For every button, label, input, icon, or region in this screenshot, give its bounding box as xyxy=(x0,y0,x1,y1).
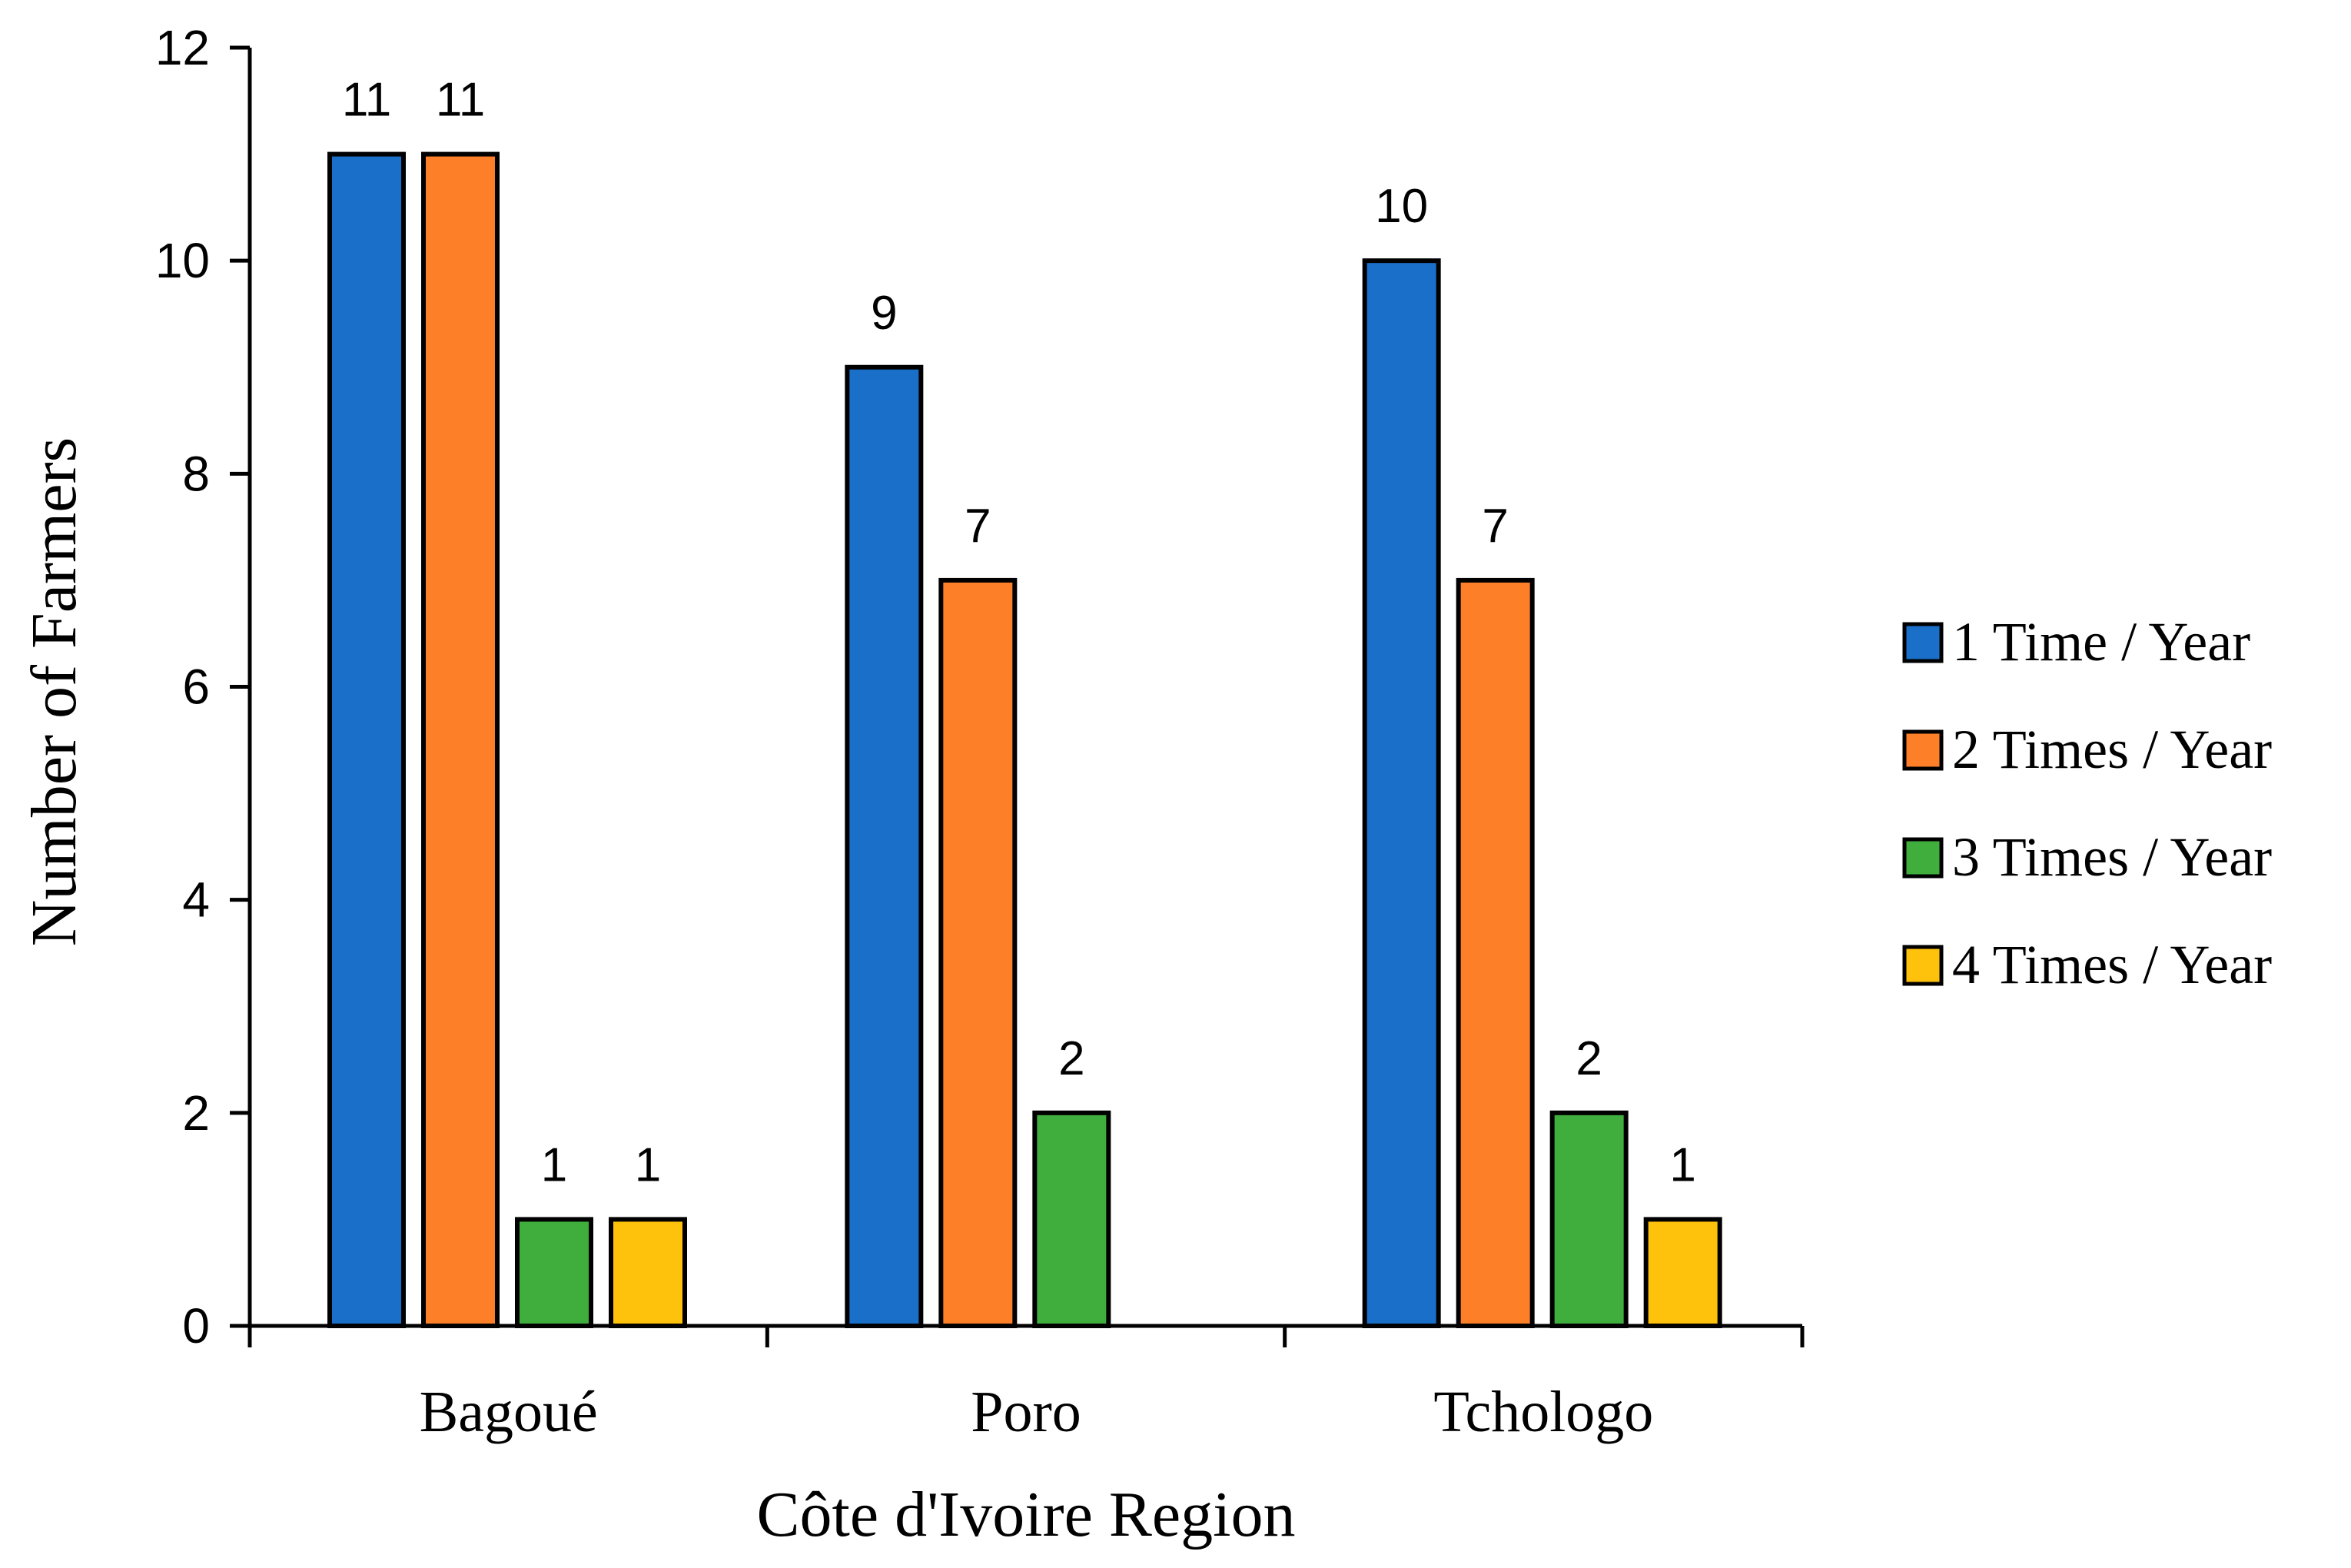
legend-swatch xyxy=(1902,837,1944,879)
bar xyxy=(421,151,500,1328)
bar xyxy=(1362,258,1441,1329)
legend-label: 3 Times / Year xyxy=(1952,826,2272,888)
legend: 1 Time / Year 2 Times / Year 3 Times / Yea… xyxy=(1902,611,2272,995)
data-label: 1 xyxy=(541,1138,567,1191)
legend-item: 3 Times / Year xyxy=(1902,826,2272,888)
legend-label: 2 Times / Year xyxy=(1952,719,2272,780)
data-label: 7 xyxy=(1482,500,1508,553)
bars xyxy=(327,151,1722,1329)
category-label: Tchologo xyxy=(1433,1380,1653,1444)
y-tick-label: 8 xyxy=(182,446,210,501)
y-tick-labels: 0 2 4 6 8 10 12 xyxy=(155,20,210,1354)
y-tick-label: 6 xyxy=(182,659,210,715)
bar xyxy=(515,1217,593,1328)
data-label: 7 xyxy=(965,500,991,553)
axes xyxy=(230,45,1805,1347)
bar xyxy=(1456,577,1535,1328)
data-label: 2 xyxy=(1058,1032,1084,1085)
y-tick-label: 12 xyxy=(155,20,210,75)
y-tick-label: 2 xyxy=(182,1085,210,1141)
legend-label: 4 Times / Year xyxy=(1952,934,2272,995)
bar xyxy=(845,364,924,1328)
data-label: 11 xyxy=(342,74,391,127)
legend-swatch xyxy=(1902,729,1944,771)
x-axis-title: Côte d'Ivoire Region xyxy=(757,1479,1296,1550)
category-label: Poro xyxy=(971,1380,1081,1444)
data-label: 1 xyxy=(635,1138,661,1191)
data-label: 9 xyxy=(871,287,897,340)
bar xyxy=(609,1217,687,1328)
y-axis-title: Number of Farmers xyxy=(18,437,90,946)
bar xyxy=(327,151,406,1328)
legend-item: 2 Times / Year xyxy=(1902,719,2272,780)
data-label: 2 xyxy=(1576,1032,1602,1085)
bar xyxy=(1549,1110,1629,1329)
y-tick-label: 0 xyxy=(182,1298,210,1354)
category-labels: Bagoué Poro Tchologo xyxy=(420,1380,1654,1444)
legend-swatch xyxy=(1902,945,1944,986)
data-label: 11 xyxy=(436,74,485,127)
data-label: 10 xyxy=(1375,180,1428,233)
data-label: 1 xyxy=(1669,1138,1695,1191)
y-tick-label: 10 xyxy=(155,233,210,288)
category-label: Bagoué xyxy=(420,1380,598,1444)
y-tick-label: 4 xyxy=(182,872,210,928)
legend-item: 4 Times / Year xyxy=(1902,934,2272,995)
bar xyxy=(938,577,1018,1328)
legend-label: 1 Time / Year xyxy=(1952,611,2250,673)
bar xyxy=(1032,1110,1111,1329)
bar xyxy=(1643,1217,1722,1328)
legend-item: 1 Time / Year xyxy=(1902,611,2250,673)
legend-swatch xyxy=(1902,622,1944,663)
